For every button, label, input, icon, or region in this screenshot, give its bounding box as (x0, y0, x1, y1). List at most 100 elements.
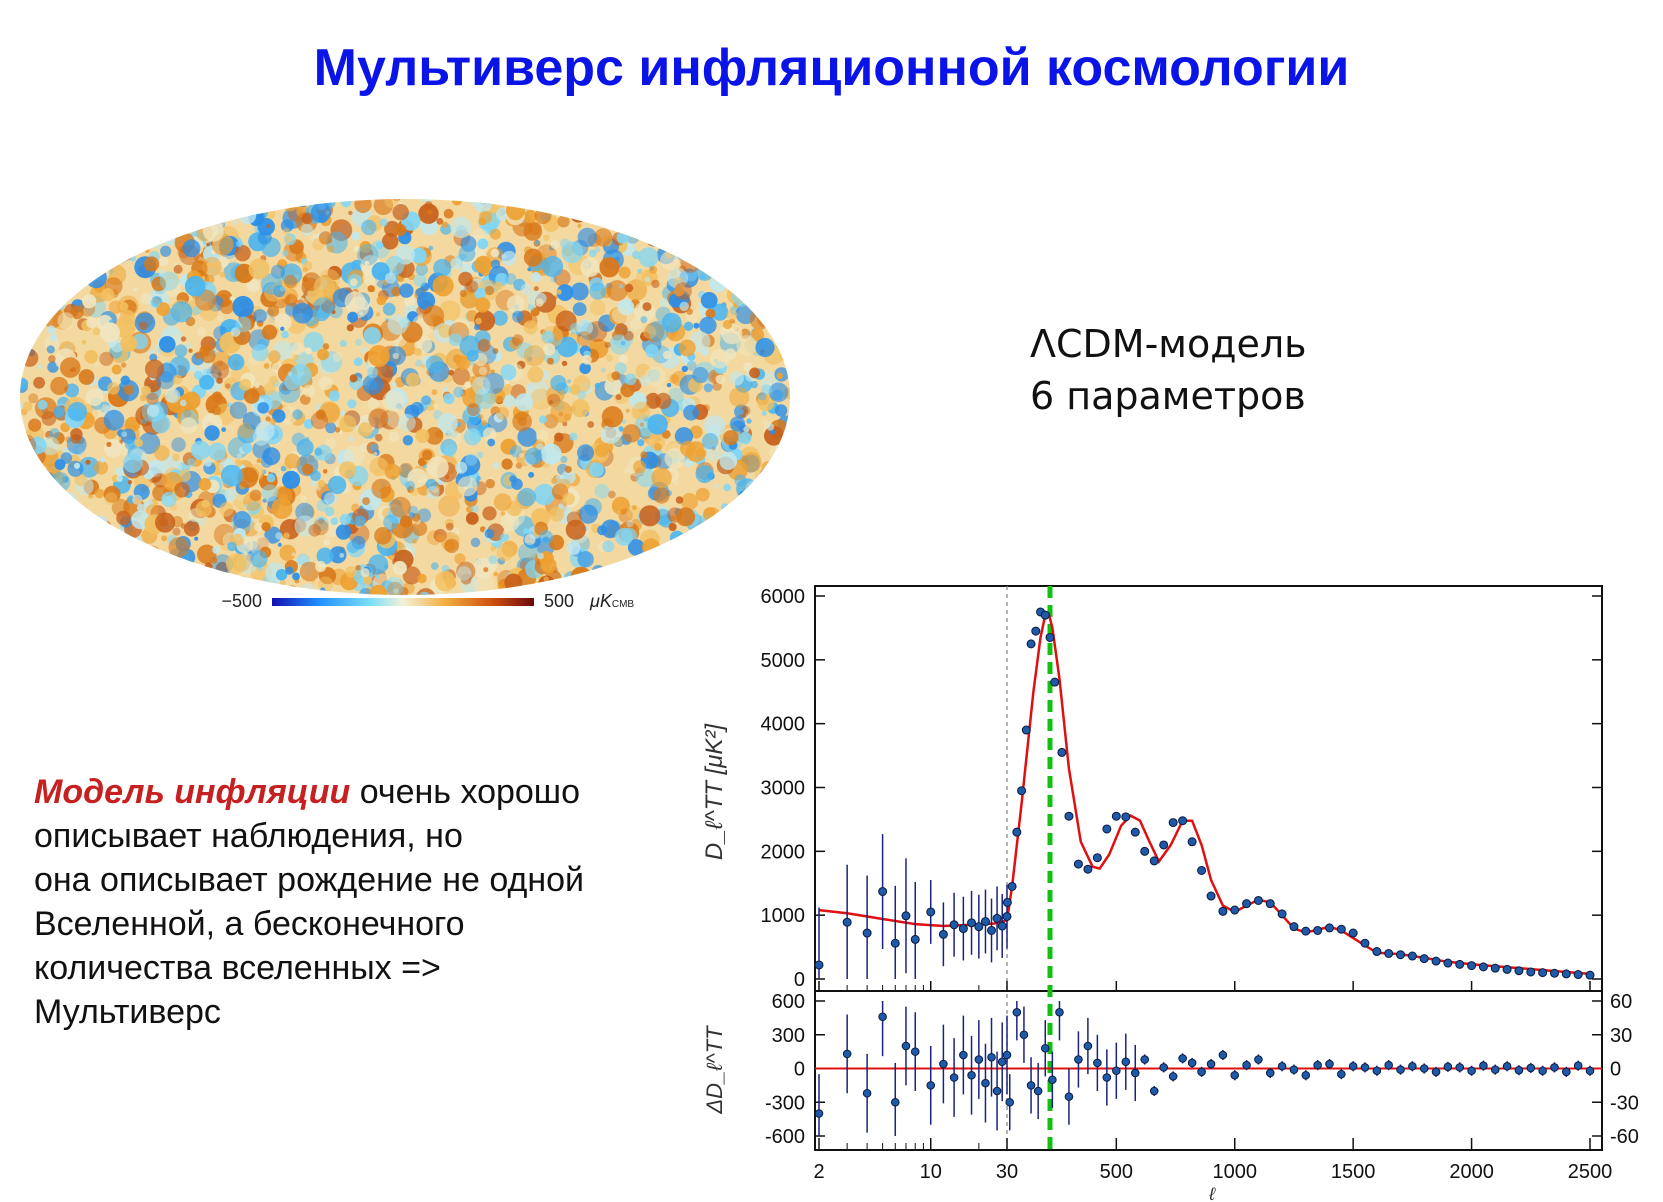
residual-point (1130, 1068, 1140, 1078)
data-point (1443, 958, 1453, 968)
cmb-spot (550, 275, 558, 283)
residual-point (1178, 1054, 1187, 1063)
residual-point (901, 1041, 911, 1051)
data-point (1514, 966, 1524, 976)
cmb-spot (492, 462, 500, 469)
data-point (1585, 970, 1595, 980)
cmb-spot (426, 485, 440, 500)
cmb-spot (151, 276, 166, 292)
cmb-spot (531, 508, 550, 527)
cmb-spot (644, 276, 651, 283)
chart-marks (814, 607, 1602, 1136)
cmb-spot (304, 347, 312, 355)
residual-point (1337, 1069, 1346, 1079)
data-point (1187, 837, 1197, 847)
cmb-spot (282, 250, 289, 257)
cmb-spot (351, 231, 361, 241)
cmb-spot (576, 319, 593, 336)
data-point (1002, 897, 1012, 907)
cmb-spot (695, 465, 714, 484)
cmb-spot (638, 247, 659, 268)
cmb-spot (746, 418, 752, 424)
data-point (1026, 639, 1036, 649)
data-point (1057, 747, 1067, 757)
cmb-spot (561, 469, 576, 485)
cmb-spot (465, 453, 478, 466)
cmb-spot (593, 228, 613, 247)
data-point (1197, 865, 1207, 875)
cmb-spot (621, 419, 627, 424)
data-point (958, 924, 968, 934)
top-y-axis-label: D_ℓ^TT [μK²] (701, 723, 728, 861)
chart-labels: 01000200030004000500060006003000-300-600… (701, 586, 1639, 1202)
cmb-spot (745, 412, 750, 418)
cmb-spot (371, 478, 392, 499)
cmb-spot (761, 384, 772, 396)
x-tick-label: 1500 (1331, 1161, 1376, 1183)
text-line-5: количества вселенных => (34, 949, 441, 987)
cmb-spot (515, 393, 534, 412)
cmb-spot (685, 270, 697, 282)
cmb-spot (33, 376, 45, 389)
cmb-spot (433, 403, 438, 409)
cmb-spot (212, 364, 218, 370)
cmb-spot (605, 354, 613, 362)
data-point (1396, 950, 1406, 960)
cmb-spot (277, 542, 282, 547)
cmb-spot (146, 392, 159, 405)
cmb-spot (275, 532, 283, 540)
cmb-spot (493, 571, 499, 577)
cmb-spot (452, 367, 471, 386)
data-point (1253, 895, 1263, 905)
cmb-spot (523, 222, 543, 241)
cmb-spot (367, 398, 379, 410)
cmb-spot (543, 576, 549, 582)
data-point (1549, 968, 1559, 978)
cmb-spot (458, 245, 476, 262)
residual-point (1112, 1066, 1121, 1076)
cmb-spot (49, 428, 60, 439)
data-point (1064, 811, 1074, 821)
cmb-spot (483, 567, 489, 573)
cmb-spot (741, 452, 762, 473)
cmb-spot (511, 478, 523, 491)
cmb-spot (594, 246, 601, 253)
cmb-spot (743, 425, 750, 433)
cmb-spot (353, 357, 363, 367)
cmb-spot (300, 223, 313, 236)
residual-point (1074, 1055, 1083, 1064)
residual-point (1121, 1057, 1131, 1067)
cmb-spot (299, 561, 320, 582)
cmb-spot (141, 385, 151, 396)
cmb-spot (261, 522, 271, 532)
cmb-spot (500, 512, 520, 532)
residual-point (1206, 1059, 1216, 1069)
model-curve (818, 612, 1591, 976)
cmb-spot (237, 422, 254, 439)
cmb-spot (451, 527, 460, 536)
cmb-spot (669, 374, 680, 384)
residual-point (1585, 1066, 1595, 1076)
cmb-spot (637, 268, 643, 274)
residual-point (814, 1109, 824, 1118)
cmb-spot (533, 483, 556, 506)
cmb-spot (484, 285, 495, 296)
cmb-spot (554, 432, 564, 442)
cmb-spot (243, 503, 249, 509)
cmb-spot (353, 245, 361, 253)
cmb-spot (601, 367, 606, 373)
cmb-spot (254, 383, 260, 388)
cmb-spot (199, 374, 215, 390)
cmb-spot (335, 524, 352, 540)
cmb-spot (154, 445, 170, 461)
bottom-y-tick-label: -300 (765, 1092, 805, 1114)
cmb-spot (594, 483, 610, 499)
cmb-spot (511, 334, 524, 347)
cmb-spot (208, 442, 227, 461)
residual-point (1479, 1061, 1488, 1070)
cmb-spot (723, 430, 739, 446)
cmb-spot (171, 437, 186, 452)
residual-point (1083, 1041, 1093, 1051)
data-point (1490, 963, 1500, 973)
cmb-spot (433, 258, 452, 277)
